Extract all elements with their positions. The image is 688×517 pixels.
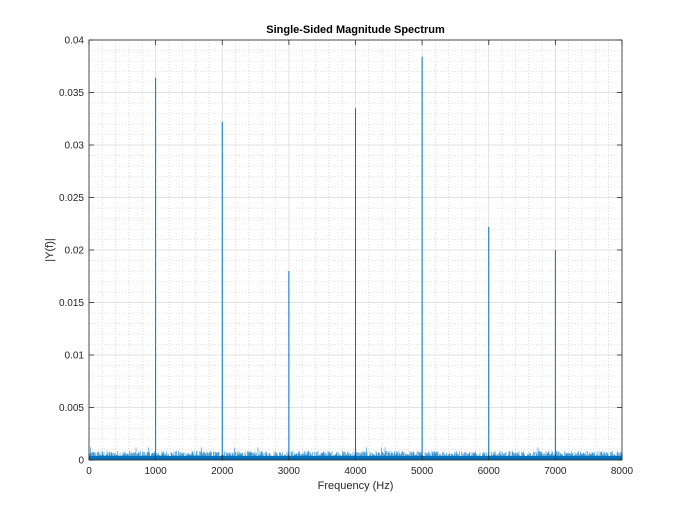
x-tick-labels: 0 1000 2000 3000 4000 5000 6000 7000 8000	[86, 466, 633, 477]
x-tick-label: 7000	[544, 466, 567, 477]
y-tick-labels: 0 0.005 0.01 0.015 0.02 0.025 0.03 0.035 0.04	[59, 36, 84, 467]
y-tick-label: 0.025	[59, 193, 84, 204]
y-axis-label: |Y(f)|	[44, 238, 56, 261]
x-tick-label: 5000	[411, 466, 434, 477]
y-tick-label: 0.035	[59, 88, 84, 99]
y-tick-label: 0.005	[59, 403, 84, 414]
y-tick-label: 0.02	[65, 246, 85, 257]
x-tick-label: 3000	[278, 466, 301, 477]
x-tick-label: 1000	[145, 466, 168, 477]
y-tick-label: 0	[78, 456, 84, 467]
x-tick-label: 4000	[344, 466, 367, 477]
x-axis-label: Frequency (Hz)	[318, 480, 394, 492]
y-tick-label: 0.01	[65, 351, 85, 362]
x-tick-label: 0	[86, 466, 92, 477]
y-tick-label: 0.04	[65, 36, 85, 47]
chart-title: Single-Sided Magnitude Spectrum	[266, 24, 445, 36]
x-tick-label: 6000	[478, 466, 501, 477]
x-tick-label: 8000	[611, 466, 634, 477]
y-tick-label: 0.03	[65, 141, 85, 152]
spectrum-peaks	[155, 56, 556, 460]
x-tick-label: 2000	[211, 466, 234, 477]
y-tick-label: 0.015	[59, 298, 84, 309]
axis-ticks	[88, 39, 623, 461]
